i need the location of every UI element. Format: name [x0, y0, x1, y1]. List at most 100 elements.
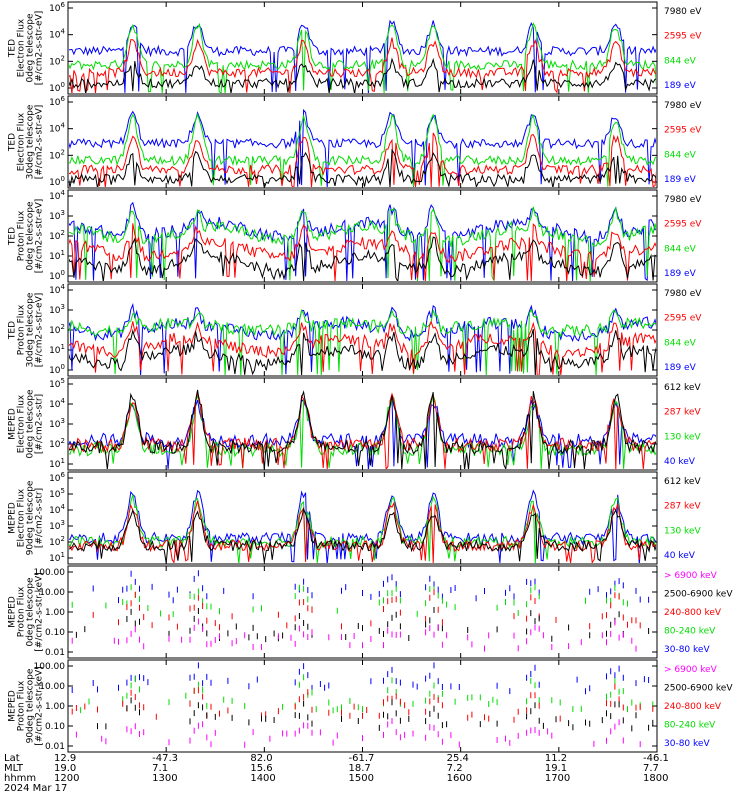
legend-item: 844 eV — [664, 244, 697, 254]
hhmm-value: 1200 — [54, 773, 80, 784]
series-trace — [69, 148, 656, 187]
y-tick-label: 104 — [49, 122, 65, 135]
legend-item: 2595 eV — [664, 314, 702, 324]
y-tick-label: 106 — [49, 471, 65, 484]
legend-item: 189 eV — [664, 175, 697, 185]
y-tick-label: 10.00 — [39, 682, 65, 692]
panel-frame — [67, 1, 658, 95]
legend-item: 80-240 keV — [664, 627, 716, 637]
legend-item: 2595 eV — [664, 32, 702, 42]
series-trace — [69, 236, 656, 281]
y-tick-label: 10.00 — [39, 588, 65, 598]
y-tick-label: 102 — [49, 229, 65, 242]
lat-value: 25.4 — [446, 753, 469, 764]
y-tick-label: 0.10 — [45, 628, 65, 638]
legend-item: 612 keV — [664, 477, 701, 487]
y-tick-label: 104 — [49, 283, 65, 296]
legend-item: 2595 eV — [664, 220, 702, 230]
legend-item: 130 keV — [664, 432, 701, 442]
legend-item: 7980 eV — [664, 7, 702, 17]
y-axis-label: MEPEDProton Flux0deg telescope[#/cm2-s-s… — [8, 572, 45, 651]
y-tick-label: 102 — [49, 323, 65, 336]
mlt-value: 7.7 — [643, 763, 659, 774]
y-tick-label: 103 — [49, 303, 65, 316]
y-tick-label: 0.01 — [45, 648, 65, 658]
legend-item: 2500-6900 keV — [664, 590, 733, 600]
lat-value: -61.7 — [348, 753, 375, 764]
y-tick-label: 1.00 — [45, 608, 65, 618]
legend-item: 287 keV — [664, 502, 701, 512]
mlt-value: 7.1 — [152, 763, 169, 774]
legend-item: > 6900 keV — [664, 571, 718, 581]
y-tick-label: 104 — [49, 189, 65, 202]
y-tick-label: 101 — [49, 249, 65, 262]
series-trace — [69, 113, 656, 187]
y-tick-label: 100 — [49, 363, 65, 376]
legend-item: 30-80 keV — [664, 739, 710, 749]
series-trace — [69, 57, 656, 93]
lat-value: -46.1 — [643, 753, 669, 764]
y-tick-label: 100 — [49, 81, 65, 94]
panel-frame — [67, 189, 658, 283]
y-tick-label: 1.00 — [45, 702, 65, 712]
series-trace — [71, 662, 650, 695]
legend-item: > 6900 keV — [664, 665, 718, 675]
legend-item: 189 eV — [664, 81, 697, 91]
series-trace — [69, 320, 656, 375]
series-trace — [69, 494, 656, 563]
mlt-row-label: MLT — [4, 763, 23, 774]
lat-value: 82.0 — [250, 753, 273, 764]
series-trace — [69, 302, 656, 375]
y-tick-label: 105 — [49, 487, 65, 500]
y-axis-label: MEPEDProton Flux90deg telescope[#/cm2-s-… — [8, 666, 45, 745]
series-trace — [69, 22, 656, 93]
mlt-value: 15.6 — [250, 763, 273, 774]
hhmm-value: 1300 — [152, 773, 178, 784]
series-trace — [69, 328, 656, 375]
series-trace — [69, 391, 656, 469]
y-tick-label: 101 — [49, 343, 65, 356]
series-trace — [69, 108, 656, 187]
legend-item: 240-800 keV — [664, 702, 722, 712]
lat-value: -47.3 — [152, 753, 179, 764]
panel-5: 105 104 103 102 101 MEPEDElectron Flux0deg te… — [8, 377, 701, 471]
mlt-value: 7.2 — [446, 763, 463, 774]
legend-item: 189 eV — [664, 363, 697, 373]
hhmm-value: 1500 — [348, 773, 374, 784]
series-trace — [69, 223, 656, 281]
y-axis-label: MEPEDElectron Flux90deg telescope[#/cm2-… — [8, 480, 45, 555]
y-tick-label: 101 — [49, 551, 65, 564]
series-trace — [69, 500, 656, 563]
hhmm-value: 1700 — [544, 773, 571, 784]
panel-traces — [69, 108, 656, 187]
legend-item: 80-240 keV — [664, 721, 716, 731]
mlt-value: 19.1 — [544, 763, 568, 774]
legend-item: 130 keV — [664, 526, 701, 536]
series-trace — [97, 697, 654, 732]
panel-traces — [69, 302, 656, 375]
y-tick-label: 100 — [49, 269, 65, 282]
panel-traces — [69, 201, 656, 281]
legend-item: 287 keV — [664, 408, 701, 418]
y-tick-label: 102 — [49, 148, 65, 161]
y-tick-label: 0.01 — [45, 742, 65, 752]
y-axis-label: TEDElectron Flux0deg telescope[#/cm2-s-s… — [8, 11, 45, 86]
series-trace — [71, 618, 637, 652]
lat-value: 12.9 — [54, 753, 77, 764]
legend-item: 240-800 keV — [664, 608, 722, 618]
y-tick-label: 104 — [49, 503, 65, 516]
legend-item: 612 keV — [664, 383, 701, 393]
series-trace — [75, 607, 650, 643]
hhmm-value: 1600 — [446, 773, 473, 784]
y-tick-label: 101 — [49, 457, 65, 470]
panel-2: 106 104 102 100 TEDElectron Flux30deg telesc… — [8, 95, 702, 189]
y-tick-label: 100.00 — [34, 568, 66, 578]
series-trace — [92, 570, 650, 604]
y-tick-label: 106 — [49, 95, 65, 108]
legend-item: 2500-6900 keV — [664, 684, 733, 694]
legend-item: 40 keV — [664, 457, 696, 467]
series-trace — [69, 489, 656, 563]
panel-frame — [67, 377, 658, 471]
